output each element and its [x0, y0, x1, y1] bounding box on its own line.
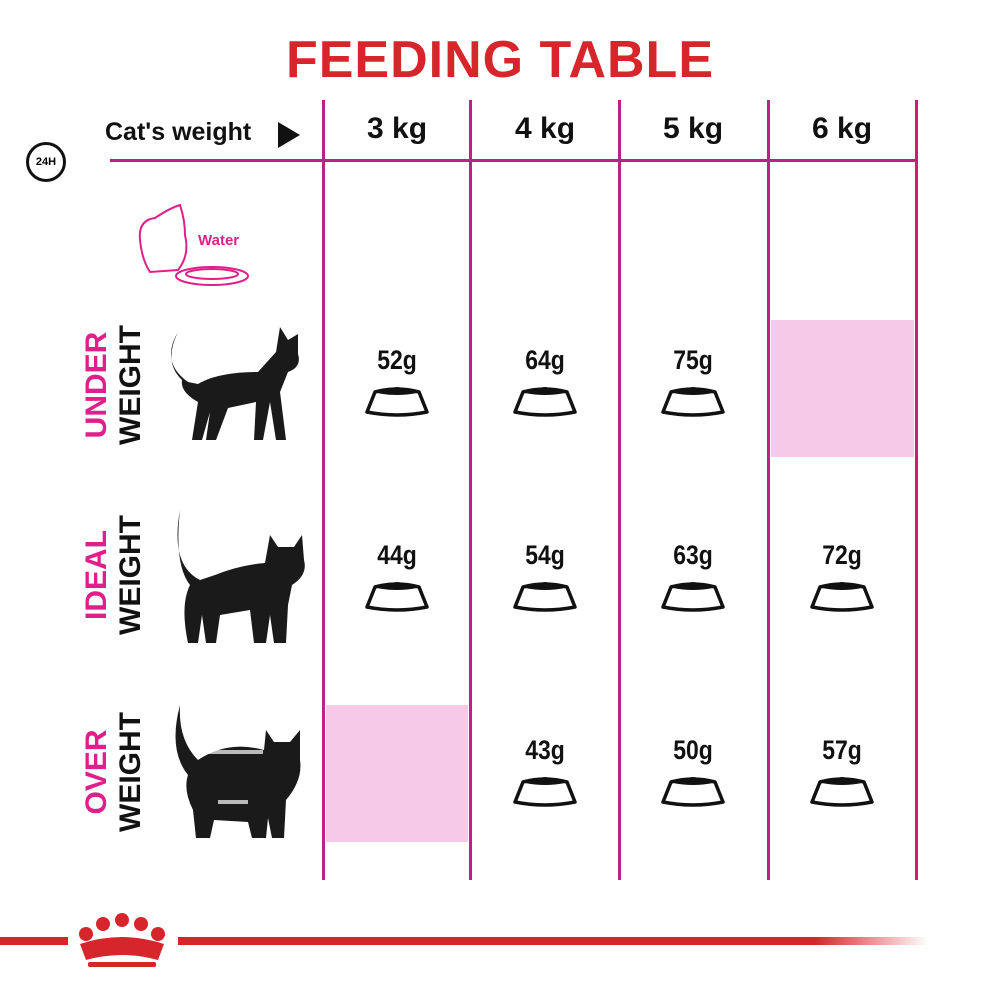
row-label-bottom: WEIGHT	[114, 515, 147, 635]
row-label-overweight: OVER WEIGHT	[80, 702, 150, 842]
empty-cell	[326, 705, 468, 842]
feeding-cell: 57g	[769, 735, 915, 808]
clock-24h-icon: 24H	[26, 142, 66, 182]
food-bowl-icon	[661, 777, 725, 807]
brand-line-right	[178, 937, 928, 945]
feeding-cell: 50g	[620, 735, 766, 808]
header-divider	[110, 159, 918, 162]
row-label-top: IDEAL	[80, 530, 113, 620]
arrow-right-icon	[278, 122, 300, 148]
food-bowl-icon	[661, 582, 725, 612]
grams-value: 54g	[525, 540, 565, 570]
food-bowl-icon	[513, 582, 577, 612]
row-label-bottom: WEIGHT	[114, 325, 147, 445]
grams-value: 72g	[822, 540, 862, 570]
column-header-4kg: 4 kg	[514, 112, 576, 145]
grams-value: 75g	[673, 345, 713, 375]
water-label: Water	[198, 232, 240, 249]
ideal-cat-icon	[177, 510, 305, 643]
grams-value: 43g	[525, 735, 565, 765]
grams-value: 57g	[822, 735, 862, 765]
row-label-top: UNDER	[80, 331, 113, 439]
row-label-top: OVER	[80, 729, 113, 815]
food-bowl-icon	[513, 387, 577, 417]
feeding-cell: 64g	[472, 345, 618, 418]
food-bowl-icon	[661, 387, 725, 417]
page-title: FEEDING TABLE	[285, 31, 715, 89]
brand-line-left	[0, 937, 68, 945]
column-divider	[469, 100, 472, 880]
column-divider	[322, 100, 325, 880]
grams-value: 50g	[673, 735, 713, 765]
feeding-cell: 63g	[620, 540, 766, 613]
feeding-cell: 75g	[620, 345, 766, 418]
food-bowl-icon	[365, 582, 429, 612]
feeding-cell: 52g	[324, 345, 470, 418]
row-label-ideal: IDEAL WEIGHT	[80, 505, 150, 645]
food-bowl-icon	[810, 582, 874, 612]
column-divider	[767, 100, 770, 880]
column-header-3kg: 3 kg	[366, 112, 428, 145]
row-label-underweight: UNDER WEIGHT	[80, 315, 150, 455]
grams-value: 64g	[525, 345, 565, 375]
crown-logo-icon	[79, 913, 165, 967]
feeding-cell: 72g	[769, 540, 915, 613]
overweight-cat-icon	[175, 705, 301, 838]
feeding-cell: 44g	[324, 540, 470, 613]
grams-value: 52g	[377, 345, 417, 375]
empty-cell	[771, 320, 914, 457]
grams-value: 63g	[673, 540, 713, 570]
thin-cat-icon	[170, 327, 299, 440]
feeding-cell: 54g	[472, 540, 618, 613]
feeding-cell: 43g	[472, 735, 618, 808]
cat-weight-label: Cat's weight	[105, 118, 252, 146]
food-bowl-icon	[365, 387, 429, 417]
grams-value: 44g	[377, 540, 417, 570]
column-header-6kg: 6 kg	[811, 112, 873, 145]
food-bowl-icon	[810, 777, 874, 807]
column-header-5kg: 5 kg	[662, 112, 724, 145]
column-divider	[618, 100, 621, 880]
row-label-bottom: WEIGHT	[114, 712, 147, 832]
food-bowl-icon	[513, 777, 577, 807]
column-divider	[915, 100, 918, 880]
water-bowl-icon	[138, 203, 249, 286]
